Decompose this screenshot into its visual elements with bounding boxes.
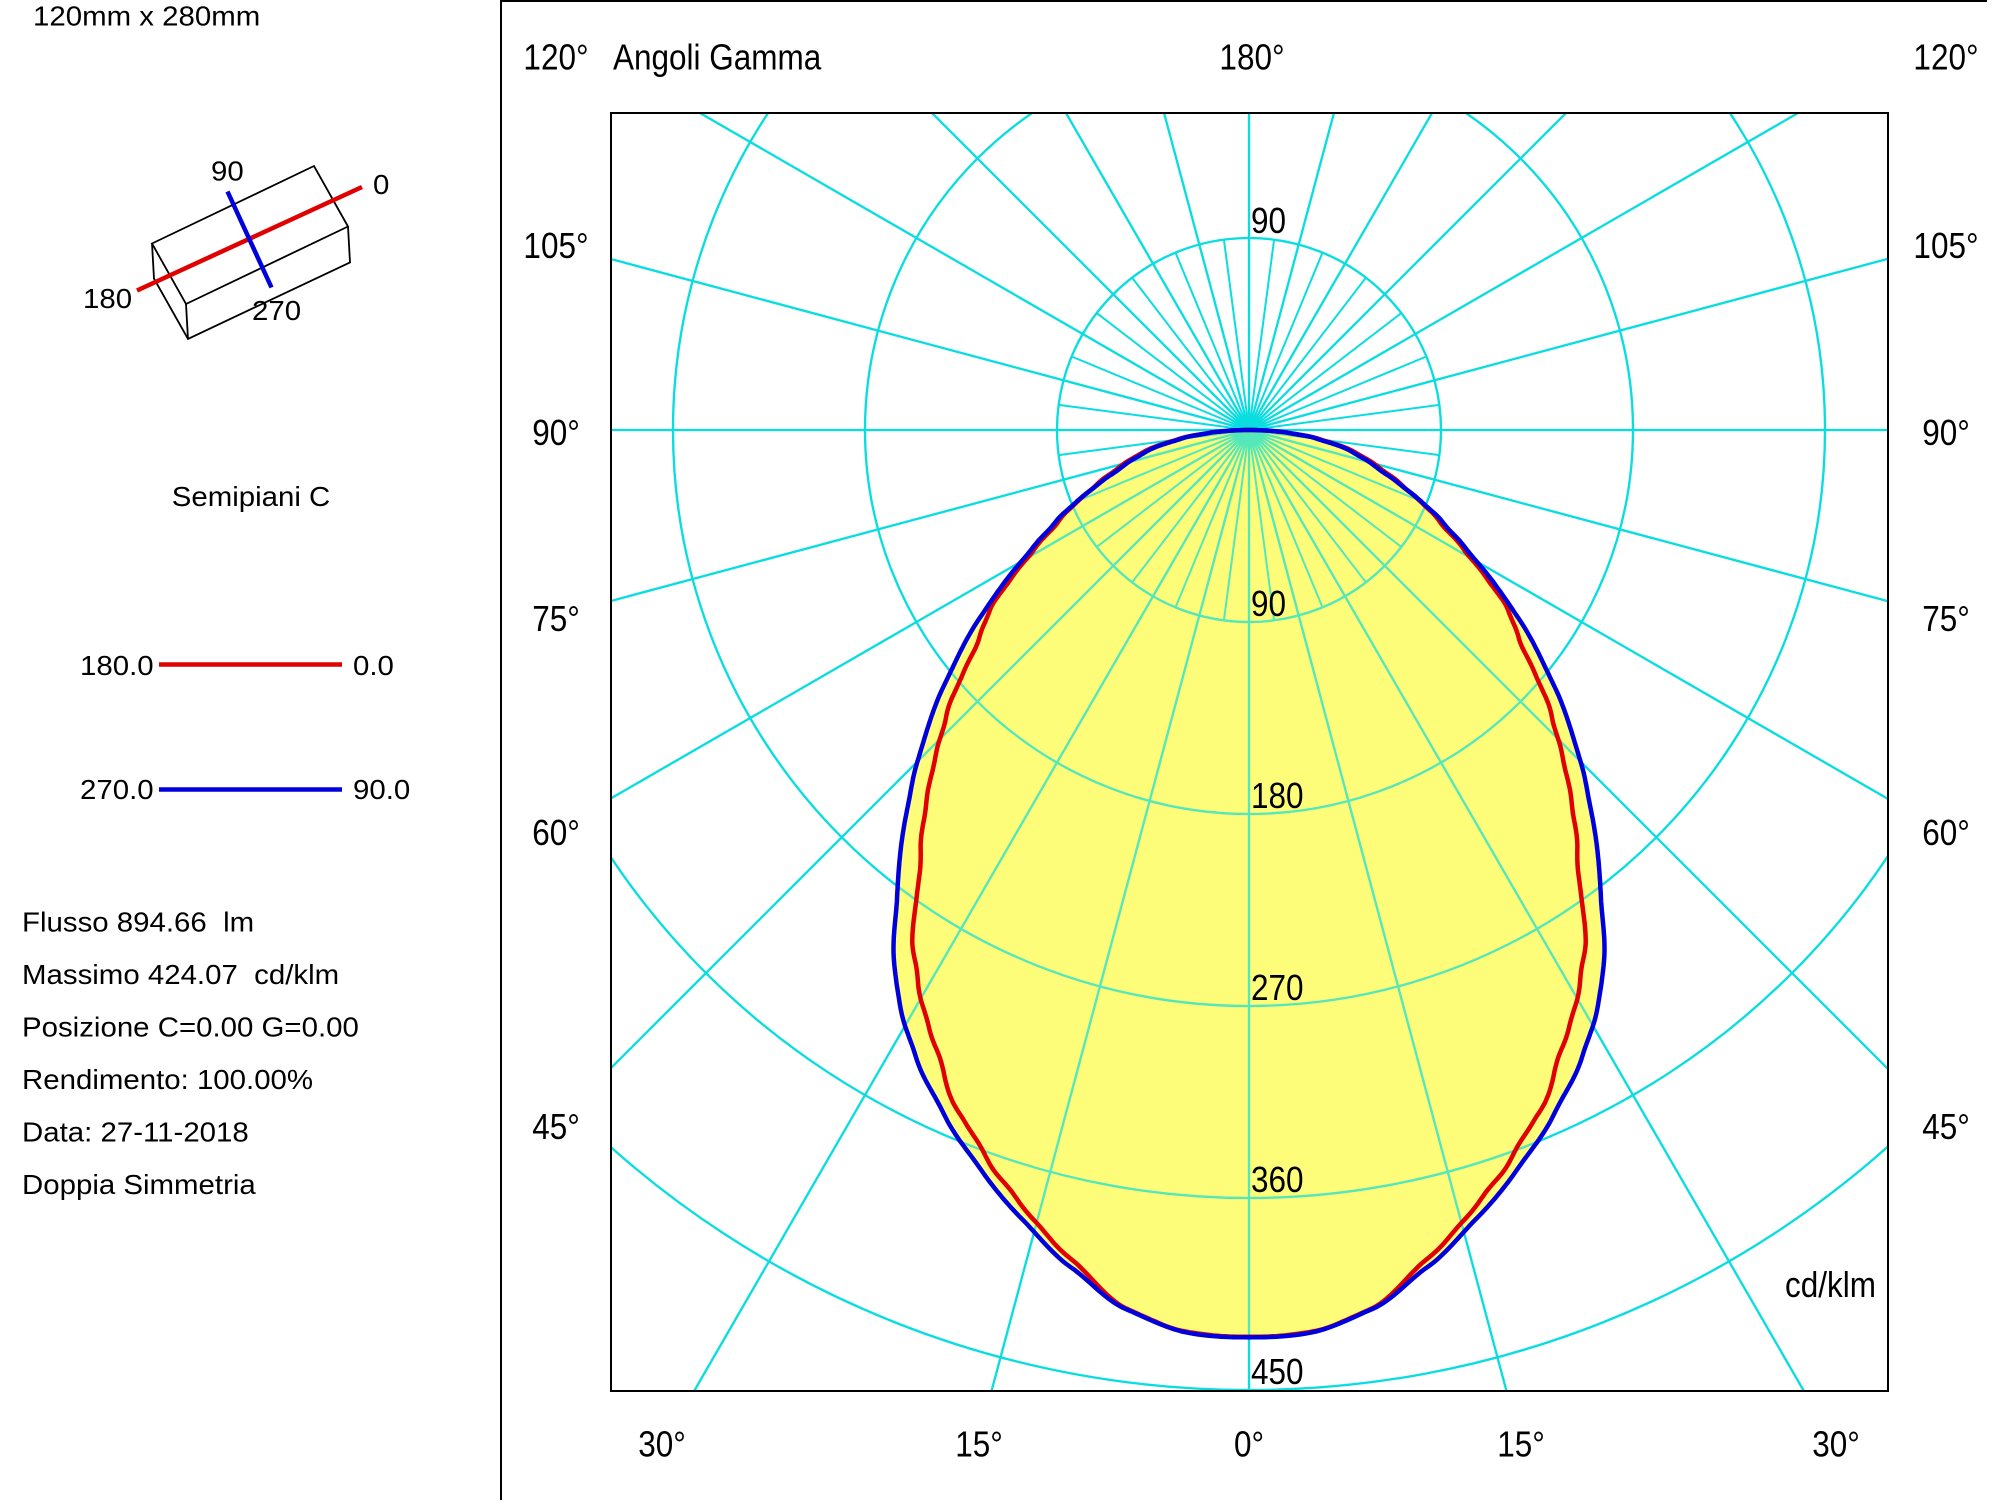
svg-text:Doppia Simmetria: Doppia Simmetria (22, 1170, 256, 1201)
svg-text:45°: 45° (1922, 1107, 1970, 1147)
svg-text:0: 0 (373, 170, 389, 201)
svg-text:60°: 60° (1922, 813, 1970, 853)
svg-text:Semipiani C: Semipiani C (172, 482, 331, 513)
svg-text:45°: 45° (532, 1107, 580, 1147)
svg-text:Posizione C=0.00 G=0.00: Posizione C=0.00 G=0.00 (22, 1012, 359, 1043)
svg-text:90: 90 (211, 156, 244, 187)
svg-text:120°: 120° (523, 38, 588, 78)
svg-text:75°: 75° (532, 599, 580, 639)
svg-text:90: 90 (1251, 584, 1286, 624)
svg-text:105°: 105° (1913, 226, 1978, 266)
svg-text:30°: 30° (1812, 1425, 1860, 1465)
svg-text:75°: 75° (1922, 599, 1970, 639)
svg-text:90°: 90° (1922, 413, 1970, 453)
svg-text:15°: 15° (955, 1425, 1003, 1465)
svg-text:15°: 15° (1497, 1425, 1545, 1465)
svg-text:120mm x 280mm: 120mm x 280mm (33, 1, 260, 32)
svg-text:90°: 90° (532, 413, 580, 453)
svg-text:90: 90 (1251, 201, 1286, 241)
svg-text:270: 270 (252, 296, 301, 327)
svg-text:105°: 105° (523, 226, 588, 266)
svg-text:60°: 60° (532, 813, 580, 853)
svg-text:180: 180 (1251, 776, 1304, 816)
svg-text:Massimo 424.07 cd/klm: Massimo 424.07 cd/klm (22, 960, 339, 991)
svg-text:0.0: 0.0 (353, 651, 394, 682)
svg-text:Rendimento: 100.00%: Rendimento: 100.00% (22, 1065, 313, 1096)
svg-text:Flusso 894.66 lm: Flusso 894.66 lm (22, 907, 254, 938)
svg-text:270.0: 270.0 (80, 775, 154, 806)
svg-text:180.0: 180.0 (80, 651, 154, 682)
svg-text:cd/klm: cd/klm (1785, 1265, 1876, 1305)
svg-text:0°: 0° (1234, 1425, 1264, 1465)
svg-text:360: 360 (1251, 1160, 1304, 1200)
svg-text:Angoli Gamma: Angoli Gamma (613, 38, 821, 78)
svg-text:90.0: 90.0 (353, 775, 410, 806)
svg-text:30°: 30° (638, 1425, 686, 1465)
svg-text:120°: 120° (1913, 38, 1978, 78)
svg-text:180: 180 (83, 284, 132, 315)
svg-text:Data: 27-11-2018: Data: 27-11-2018 (22, 1117, 249, 1148)
svg-text:270: 270 (1251, 968, 1304, 1008)
svg-text:450: 450 (1251, 1352, 1304, 1392)
svg-text:180°: 180° (1219, 38, 1284, 78)
